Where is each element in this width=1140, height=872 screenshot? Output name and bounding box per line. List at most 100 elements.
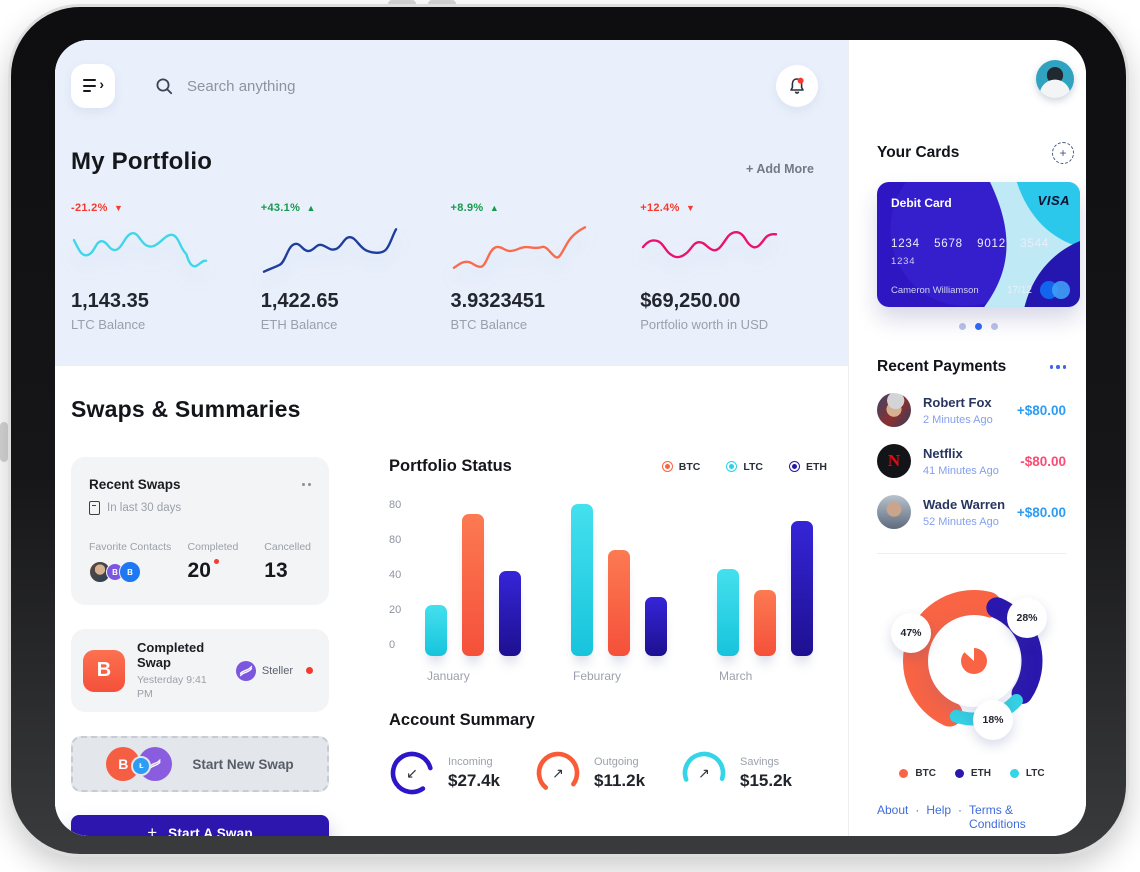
summary-label: Savings	[740, 755, 780, 768]
divider	[877, 553, 1066, 554]
trend-arrow-icon: ▲	[489, 203, 500, 213]
asset-value: 1,143.35	[71, 290, 149, 312]
recent-swaps-card: Recent Swaps In last 30 days Favorite Co…	[71, 457, 329, 605]
more-menu-icon[interactable]	[302, 483, 311, 486]
main-panel: ›	[55, 40, 848, 836]
asset-card-eth[interactable]: +43.1% ▲ 1,422.65 ETH Balance	[261, 202, 437, 332]
bar-ltc-january[interactable]	[425, 604, 447, 656]
bar-eth-feburary[interactable]	[645, 597, 667, 656]
summary-outgoing: ↗ Outgoing $11.2k	[535, 750, 681, 796]
bar-btc-january[interactable]	[462, 513, 484, 656]
stat-label: Completed	[187, 541, 239, 553]
debit-card[interactable]: Debit Card VISA 1234 5678 9012 3544 1234…	[877, 182, 1080, 307]
payment-row-wade-warren[interactable]: Wade Warren 52 Minutes Ago +$80.00	[877, 495, 1080, 529]
payee-avatar	[877, 495, 911, 529]
asset-value: $69,250.00	[640, 290, 741, 312]
user-avatar[interactable]	[1036, 60, 1074, 98]
donut-center	[928, 615, 1020, 707]
bitcoin-icon: B	[83, 649, 125, 692]
sidebar-footer: About · Help · Terms & Conditions	[877, 803, 1072, 831]
status-dot	[306, 667, 313, 675]
change-value: -21.2%	[71, 202, 108, 214]
y-axis-tick: 80	[389, 499, 402, 511]
netflix-icon: N	[877, 444, 911, 478]
btc-sparkline	[452, 226, 586, 269]
card-circles-icon	[1040, 281, 1070, 299]
notifications-button[interactable]	[776, 65, 818, 107]
contact-avatar[interactable]: B	[119, 561, 141, 583]
donut-badge-ltc: 18%	[973, 700, 1013, 740]
asset-card-usd[interactable]: +12.4% ▼ $69,250.00 Portfolio worth in U…	[640, 202, 816, 332]
usd-sparkline	[642, 231, 778, 259]
card-artwork	[877, 182, 1080, 307]
bar-eth-march[interactable]	[791, 521, 813, 656]
y-axis-tick: 20	[389, 604, 402, 616]
swaps-column: Recent Swaps In last 30 days Favorite Co…	[71, 457, 329, 836]
legend-item-ltc[interactable]: LTC	[726, 461, 763, 473]
summary-value: $15.2k	[740, 770, 792, 790]
legend-item-eth[interactable]: ETH	[954, 768, 991, 779]
payee-avatar	[877, 393, 911, 427]
add-card-button[interactable]: +	[1052, 142, 1074, 164]
legend-item-btc[interactable]: BTC	[661, 461, 700, 473]
swap-coins-icon: B Ł	[106, 746, 173, 782]
stellar-icon	[235, 660, 256, 681]
bar-chart-legend: BTC LTC ETH	[661, 461, 827, 473]
page-dot[interactable]	[991, 323, 998, 330]
start-new-swap-card[interactable]: B Ł Start New Swap	[71, 736, 329, 793]
search-bar[interactable]	[155, 76, 776, 96]
bar-eth-january[interactable]	[499, 570, 521, 656]
about-link[interactable]: About	[877, 803, 909, 817]
summary-label: Outgoing	[594, 755, 639, 768]
terms-link[interactable]: Terms & Conditions	[969, 803, 1026, 831]
bar-btc-feburary[interactable]	[608, 549, 630, 656]
page-dot-active[interactable]	[975, 323, 982, 330]
donut-legend: BTC ETH LTC	[877, 768, 1067, 779]
eth-sparkline	[262, 228, 397, 273]
bar-ltc-march[interactable]	[717, 568, 739, 656]
trend-arrow-icon: ▼	[686, 203, 696, 213]
add-more-button[interactable]: + Add More	[746, 162, 814, 176]
payments-menu-icon[interactable]	[1049, 365, 1066, 369]
account-summary-section: Account Summary ↙ Incoming	[389, 711, 827, 796]
menu-button[interactable]: ›	[71, 64, 115, 108]
payment-time: 41 Minutes Ago	[923, 464, 999, 477]
payee-name: Robert Fox	[923, 394, 992, 410]
cards-pagination[interactable]	[877, 323, 1080, 330]
litecoin-coin-icon: Ł	[131, 756, 152, 777]
card-expiry: 17/12	[1006, 285, 1032, 296]
card-holder: Cameron Williamson	[891, 285, 979, 296]
page-dot[interactable]	[959, 323, 966, 330]
change-percent: +43.1% ▲	[261, 202, 437, 214]
alert-dot	[213, 559, 219, 564]
savings-ring	[682, 751, 726, 795]
legend-item-eth[interactable]: ETH	[789, 461, 827, 473]
search-input[interactable]	[185, 76, 429, 96]
portfolio-header: My Portfolio + Add More	[71, 148, 818, 176]
trend-arrow-icon: ▼	[114, 203, 124, 213]
payment-row-robert-fox[interactable]: Robert Fox 2 Minutes Ago +$80.00	[877, 393, 1080, 427]
completed-stat: Completed 20	[188, 541, 239, 583]
asset-card-btc[interactable]: +8.9% ▲ 3.9323451 BTC Balance	[451, 202, 627, 332]
legend-item-ltc[interactable]: LTC	[1009, 768, 1045, 779]
section-title: Account Summary	[389, 711, 535, 729]
completed-swap-card[interactable]: B Completed Swap Yesterday 9:41 PM Ste	[71, 629, 329, 713]
asset-card-ltc[interactable]: -21.2% ▼ 1,143.35 LTC Balance	[71, 202, 247, 332]
stat-value: 20	[188, 559, 219, 583]
legend-dot	[899, 769, 909, 778]
payment-amount: +$80.00	[1016, 402, 1066, 418]
legend-item-btc[interactable]: BTC	[899, 768, 936, 779]
start-a-swap-button[interactable]: + Start A Swap	[71, 815, 329, 836]
bar-group: March	[717, 504, 813, 683]
bar-chart-plot: January Feburary March	[419, 504, 827, 683]
bell-icon	[790, 77, 804, 94]
bar-btc-march[interactable]	[754, 589, 776, 656]
bar-group: January	[425, 504, 521, 683]
bar-chart-yticks: 80 80 40 20 0	[389, 499, 419, 651]
bar-ltc-feburary[interactable]	[571, 504, 593, 656]
page-title: My Portfolio	[71, 148, 213, 175]
help-link[interactable]: Help	[926, 803, 952, 817]
outgoing-arrow-icon: ↗	[552, 764, 564, 781]
summary-savings: ↗ Savings $15.2k	[681, 750, 827, 796]
payment-row-netflix[interactable]: N Netflix 41 Minutes Ago -$80.00	[877, 444, 1080, 478]
